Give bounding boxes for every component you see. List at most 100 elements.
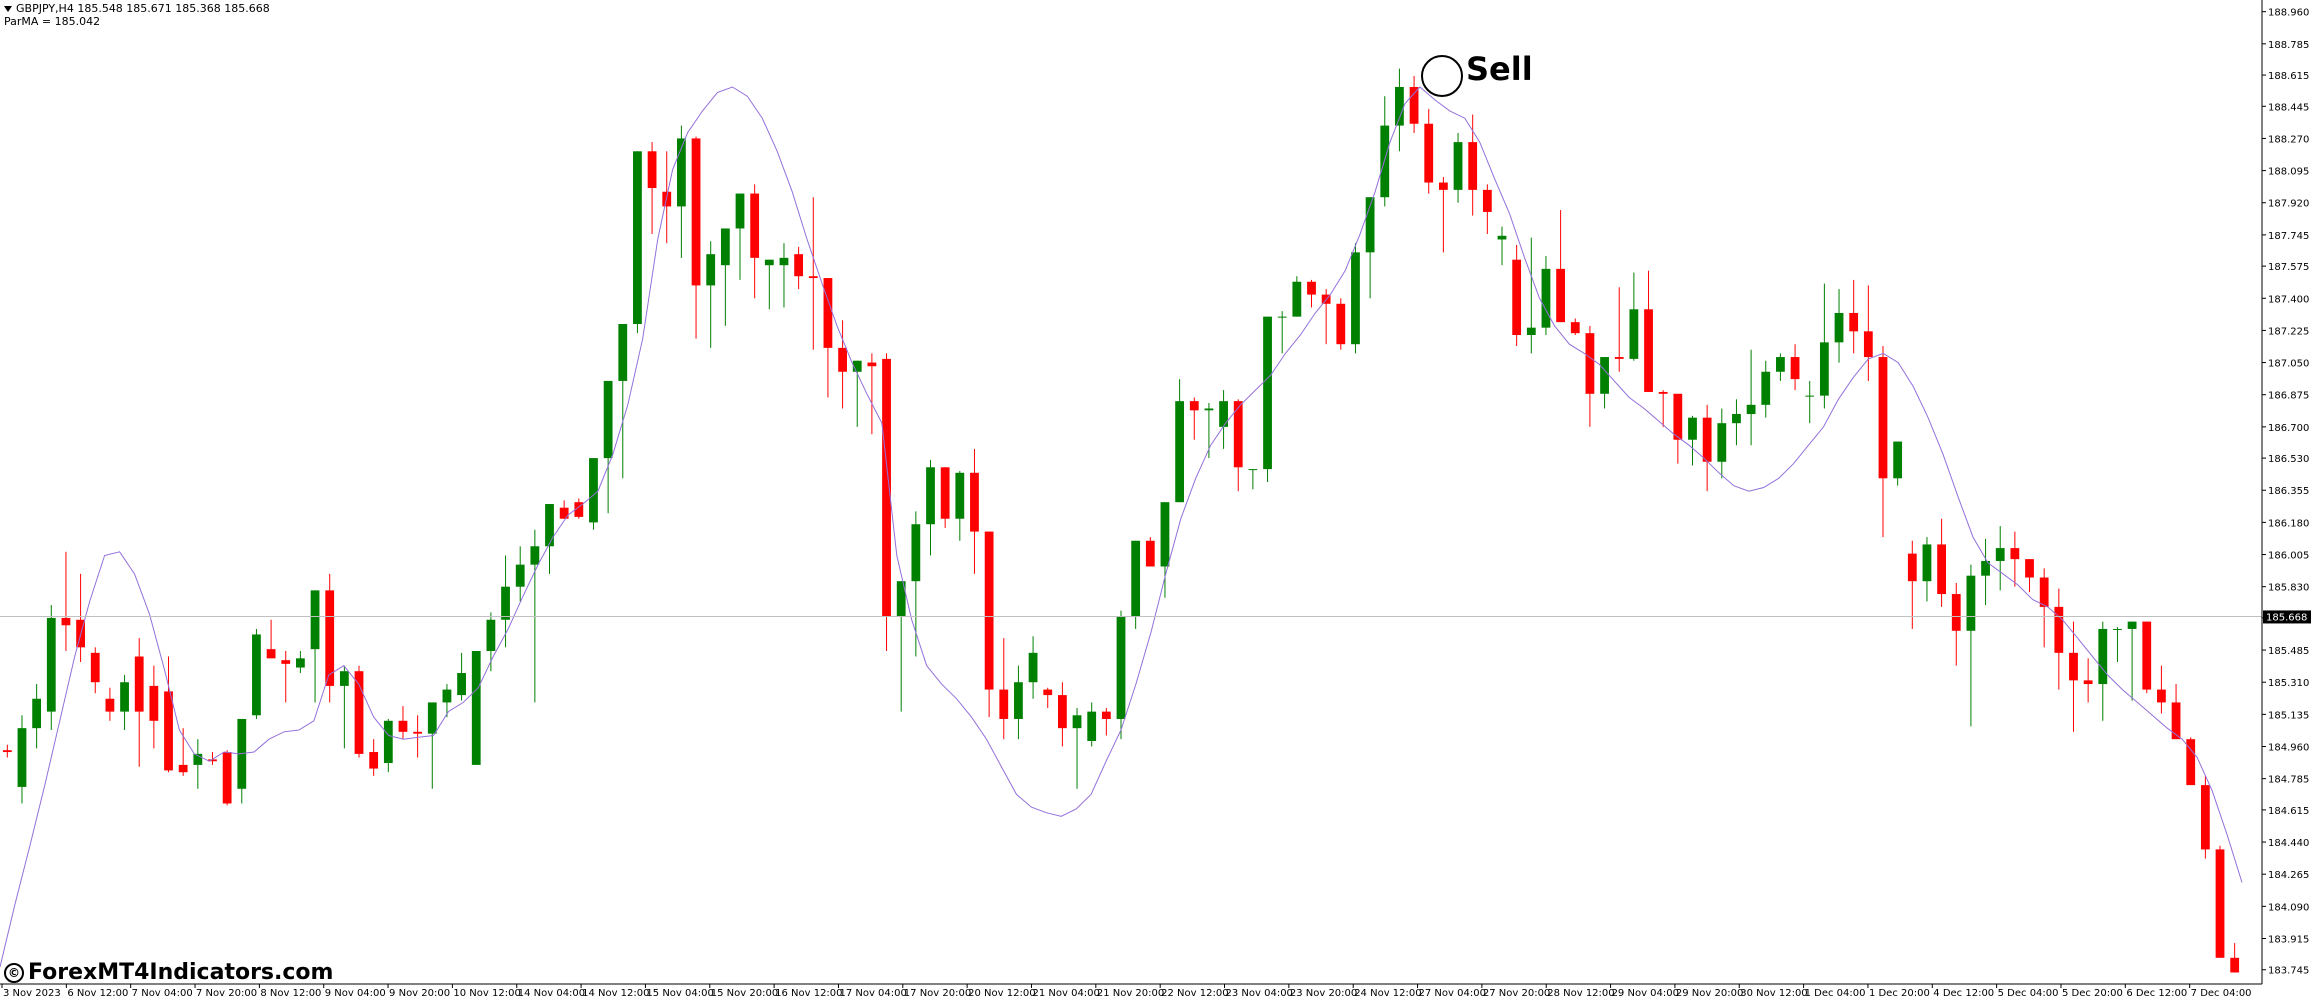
bear-candle — [2039, 577, 2049, 607]
bull-candle — [618, 323, 628, 381]
bull-candle — [1072, 715, 1082, 729]
bull-candle — [1834, 312, 1844, 343]
sell-signal-label: Sell — [1466, 50, 1533, 88]
bull-candle — [383, 720, 393, 764]
bear-candle — [1482, 189, 1492, 212]
time-tick-label: 14 Nov 12:00 — [582, 988, 649, 999]
time-tick-label: 30 Nov 12:00 — [1740, 988, 1807, 999]
time-tick-label: 23 Nov 04:00 — [1226, 988, 1293, 999]
bull-candle — [1966, 575, 1976, 631]
price-tick-label: 185.135 — [2268, 710, 2309, 721]
bear-candle — [1585, 333, 1595, 394]
time-tick-label: 6 Nov 12:00 — [67, 988, 128, 999]
bull-candle — [545, 504, 554, 547]
price-tick-label: 188.615 — [2268, 71, 2309, 82]
bull-candle — [486, 619, 496, 651]
bear-candle — [2069, 652, 2078, 681]
bull-candle — [764, 259, 774, 266]
bear-candle — [208, 759, 217, 762]
bull-candle — [911, 524, 921, 582]
time-tick-label: 20 Nov 12:00 — [968, 988, 1035, 999]
time-tick-label: 29 Nov 20:00 — [1676, 988, 1743, 999]
bull-candle — [2127, 621, 2137, 629]
price-tick-label: 185.310 — [2268, 678, 2309, 689]
price-tick-label: 188.785 — [2268, 40, 2309, 51]
time-tick-label: 27 Nov 04:00 — [1419, 988, 1486, 999]
bear-candle — [2171, 702, 2181, 740]
bull-candle — [457, 673, 466, 696]
price-tick-label: 186.355 — [2268, 486, 2309, 497]
price-tick-label: 186.700 — [2268, 423, 2309, 434]
bull-candle — [1219, 401, 1228, 427]
bull-candle — [1248, 469, 1258, 471]
time-tick-label: 3 Nov 2023 — [3, 988, 61, 999]
bull-candle — [1204, 408, 1214, 411]
bull-candle — [1160, 502, 1170, 567]
bear-candle — [2157, 689, 2166, 703]
price-tick-label: 187.400 — [2268, 294, 2309, 305]
bull-candle — [1453, 142, 1463, 190]
watermark: © ForexMT4Indicators.com — [4, 960, 333, 985]
bull-candle — [720, 228, 730, 266]
time-tick-label: 15 Nov 04:00 — [646, 988, 713, 999]
bull-candle — [17, 728, 27, 787]
time-tick-label: 14 Nov 04:00 — [518, 988, 585, 999]
bull-candle — [2098, 628, 2108, 685]
bear-candle — [325, 590, 335, 686]
bull-candle — [1995, 548, 2005, 561]
bear-candle — [838, 347, 847, 372]
time-tick-label: 21 Nov 04:00 — [1032, 988, 1099, 999]
price-tick-label: 185.485 — [2268, 646, 2309, 657]
bull-candle — [515, 564, 525, 587]
bull-candle — [896, 581, 906, 617]
bull-candle — [1380, 125, 1390, 198]
bear-candle — [1556, 268, 1566, 323]
bull-candle — [1805, 395, 1815, 397]
bull-candle — [603, 380, 613, 459]
bear-candle — [1336, 303, 1346, 345]
bull-candle — [1922, 544, 1932, 582]
bear-candle — [1438, 182, 1448, 190]
bull-candle — [1014, 682, 1023, 719]
bear-candle — [1937, 544, 1946, 595]
bear-candle — [647, 151, 657, 189]
bull-candle — [471, 650, 481, 765]
time-tick-label: 7 Dec 04:00 — [2191, 988, 2252, 999]
time-tick-label: 5 Dec 04:00 — [1998, 988, 2059, 999]
bull-candle — [735, 193, 745, 229]
bear-candle — [1673, 393, 1683, 440]
bear-candle — [867, 362, 877, 367]
bear-candle — [1951, 594, 1961, 631]
price-tick-label: 188.270 — [2268, 134, 2309, 145]
bear-candle — [1101, 711, 1111, 719]
bull-candle — [1292, 281, 1302, 317]
price-axis: 188.960 188.785 188.615 188.445 188.270 188.0… — [2262, 8, 2309, 977]
bear-candle — [1468, 142, 1478, 190]
watermark-text: ForexMT4Indicators.com — [28, 960, 334, 985]
bull-candle — [193, 753, 203, 765]
bear-candle — [2230, 957, 2240, 973]
bear-candle — [266, 649, 276, 659]
bear-candle — [164, 691, 173, 771]
bull-candle — [926, 467, 935, 525]
bear-candle — [1878, 357, 1888, 479]
price-tick-label: 188.445 — [2268, 102, 2309, 113]
time-tick-label: 1 Dec 20:00 — [1869, 988, 1930, 999]
bear-candle — [1863, 331, 1873, 358]
bear-candle — [2083, 680, 2093, 685]
bear-candle — [1307, 281, 1316, 295]
bear-candle — [2, 750, 12, 753]
bull-candle — [955, 472, 965, 519]
time-tick-label: 5 Dec 20:00 — [2062, 988, 2123, 999]
bear-candle — [970, 472, 979, 532]
bear-candle — [222, 752, 232, 804]
bear-candle — [984, 531, 994, 690]
dropdown-triangle-icon[interactable] — [4, 6, 12, 12]
bear-candle — [574, 502, 584, 517]
bear-candle — [1057, 695, 1067, 729]
bull-candle — [2113, 628, 2122, 630]
price-tick-label: 187.920 — [2268, 199, 2309, 210]
time-tick-label: 1 Dec 04:00 — [1805, 988, 1866, 999]
